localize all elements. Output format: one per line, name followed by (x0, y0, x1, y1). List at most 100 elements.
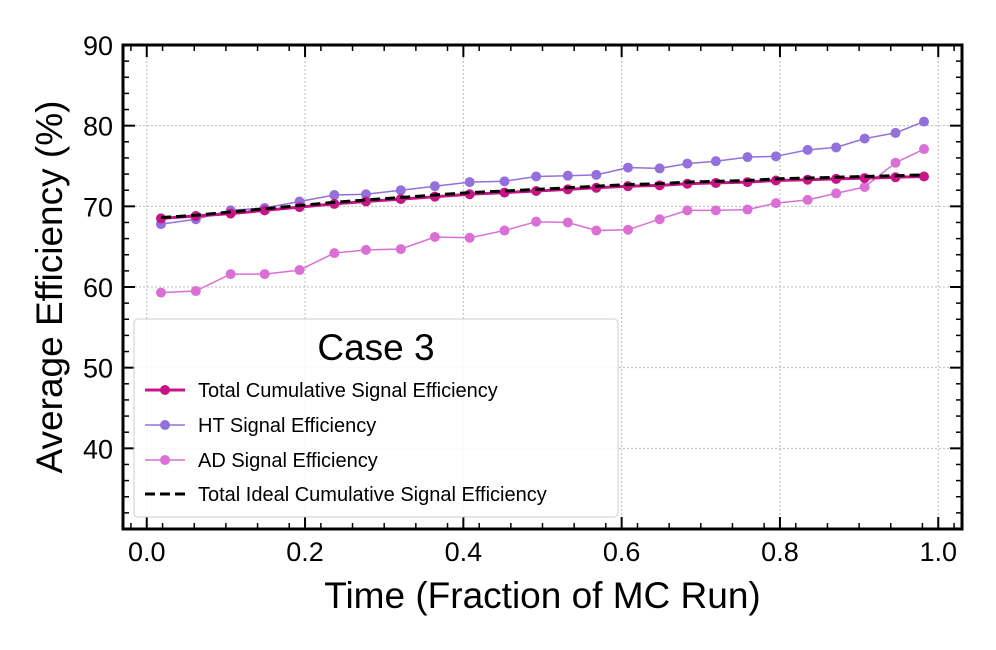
legend-label: HT Signal Efficiency (198, 415, 376, 437)
y-tick-label: 50 (83, 354, 113, 384)
data-point (802, 144, 813, 155)
labels-layer: 0.0 0.2 0.4 0.6 0.8 1.0 40 50 60 70 80 90 (83, 31, 957, 567)
data-point (464, 232, 475, 243)
data-point (710, 156, 721, 167)
grid-layer (123, 44, 962, 529)
data-point (591, 225, 602, 236)
data-point (259, 269, 270, 280)
legend-marker (160, 455, 170, 465)
x-tick-label: 0.8 (761, 537, 799, 567)
legend-label: AD Signal Efficiency (198, 450, 378, 472)
data-point (682, 205, 693, 216)
y-tick-label: 60 (83, 273, 113, 303)
y-tick-label: 40 (83, 434, 113, 464)
data-point (919, 144, 930, 155)
data-point (859, 173, 870, 184)
y-axis-title: Average Efficiency (%) (29, 101, 70, 474)
data-point (225, 269, 236, 280)
data-point (802, 194, 813, 205)
plot-frame (121, 43, 964, 531)
data-point (654, 180, 665, 191)
x-tick-label: 0.2 (286, 537, 324, 567)
data-point (531, 186, 542, 197)
data-point (919, 171, 930, 182)
data-point (531, 216, 542, 227)
data-point (591, 169, 602, 180)
data-point (395, 185, 406, 196)
data-point (890, 127, 901, 138)
series-line (160, 173, 925, 220)
data-point (654, 163, 665, 174)
series-2 (155, 144, 930, 298)
data-point (464, 177, 475, 188)
data-point (802, 174, 813, 185)
data-point (654, 214, 665, 225)
x-tick-label: 1.0 (919, 537, 957, 567)
legend-label: Total Cumulative Signal Efficiency (198, 380, 498, 402)
data-point (622, 181, 633, 192)
legend-label: Total Ideal Cumulative Signal Efficiency (198, 484, 547, 506)
data-point (831, 188, 842, 199)
data-point (329, 190, 340, 201)
data-point (890, 157, 901, 168)
legend-entry-0: Total Cumulative Signal Efficiency (145, 380, 498, 402)
data-point (259, 205, 270, 216)
data-point (591, 182, 602, 193)
data-point (919, 116, 930, 127)
data-point (155, 287, 166, 298)
series-3 (160, 173, 925, 220)
legend-entry-1: HT Signal Efficiency (145, 415, 376, 437)
x-axis-title: Time (Fraction of MC Run) (324, 575, 761, 616)
x-tick-label: 0.6 (603, 537, 641, 567)
data-point (499, 176, 510, 187)
y-tick-label: 80 (83, 112, 113, 142)
data-point (499, 225, 510, 236)
data-point (859, 181, 870, 192)
data-point (831, 142, 842, 153)
data-point (770, 151, 781, 162)
data-point (770, 198, 781, 209)
legend-box (133, 318, 619, 518)
data-point (859, 133, 870, 144)
data-point (682, 178, 693, 189)
data-point (742, 152, 753, 163)
data-point (562, 170, 573, 181)
data-point (499, 187, 510, 198)
legend-entry-2: AD Signal Efficiency (145, 450, 378, 472)
legend-marker (160, 420, 170, 430)
data-point (742, 177, 753, 188)
data-point (190, 286, 201, 297)
data-point (831, 173, 842, 184)
x-tick-label: 0.0 (128, 537, 166, 567)
legend-title: Case 3 (317, 327, 434, 368)
x-tick-label: 0.4 (445, 537, 483, 567)
data-point (710, 177, 721, 188)
legend-entry-3: Total Ideal Cumulative Signal Efficiency (145, 484, 547, 506)
data-point (360, 244, 371, 255)
legend: Case 3 Total Cumulative Signal Efficienc… (133, 318, 619, 518)
data-point (890, 172, 901, 183)
data-point (395, 194, 406, 205)
data-point (742, 204, 753, 215)
data-point (294, 265, 305, 276)
data-point (429, 231, 440, 242)
data-point (682, 158, 693, 169)
series-layer (155, 116, 930, 298)
legend-entries: Total Cumulative Signal Efficiency HT Sig… (145, 380, 547, 506)
y-tick-label: 70 (83, 192, 113, 222)
data-point (770, 175, 781, 186)
data-point (622, 162, 633, 173)
data-point (360, 189, 371, 200)
legend-marker (160, 385, 170, 395)
data-point (429, 181, 440, 192)
data-point (329, 248, 340, 259)
data-point (395, 244, 406, 255)
data-point (531, 171, 542, 182)
data-point (622, 224, 633, 235)
data-point (562, 217, 573, 228)
data-point (562, 184, 573, 195)
y-tick-label: 90 (83, 31, 113, 61)
data-point (710, 205, 721, 216)
